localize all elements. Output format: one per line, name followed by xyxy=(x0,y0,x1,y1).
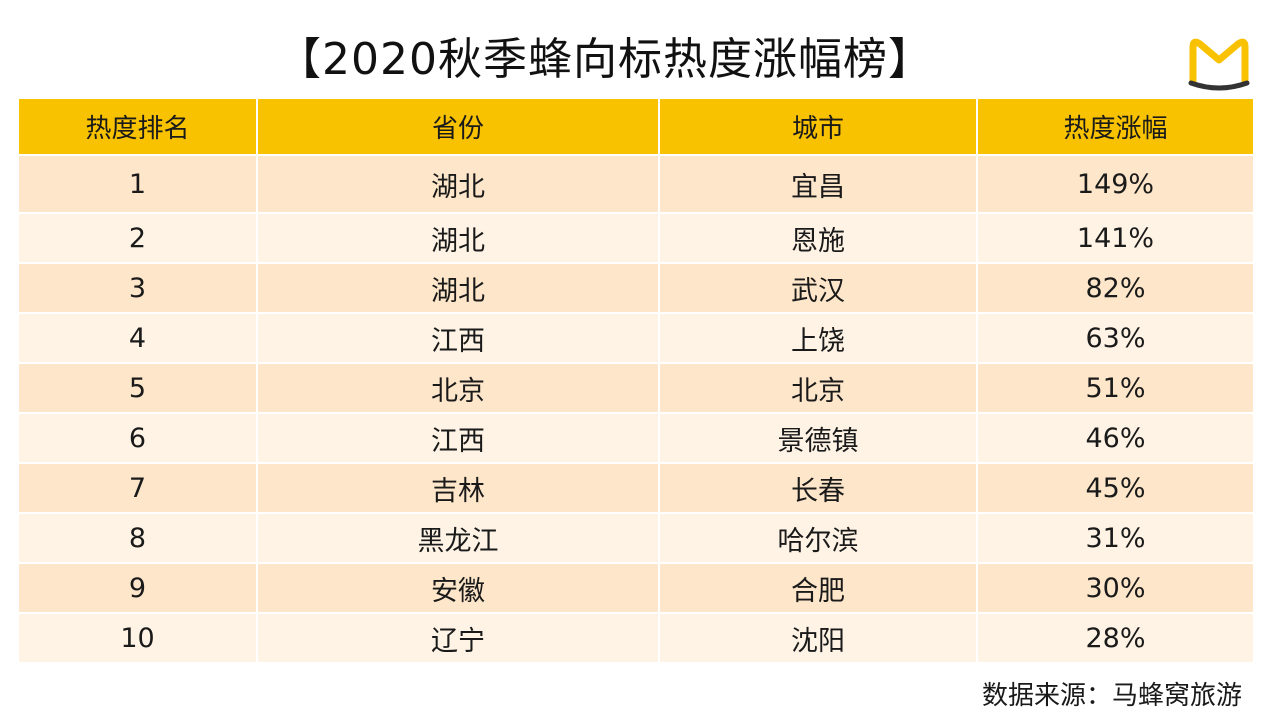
city-cell: 景德镇 xyxy=(660,414,978,464)
rank-cell: 7 xyxy=(19,464,258,514)
column-header: 热度涨幅 xyxy=(978,99,1253,156)
growth-cell: 141% xyxy=(978,214,1253,264)
rank-cell: 1 xyxy=(19,156,258,214)
city-cell: 上饶 xyxy=(660,314,978,364)
province-cell: 湖北 xyxy=(258,264,660,314)
table-row: 4 江西 上饶 63% xyxy=(19,314,1253,364)
growth-cell: 31% xyxy=(978,514,1253,564)
column-header: 省份 xyxy=(258,99,660,156)
table-row: 8 黑龙江 哈尔滨 31% xyxy=(19,514,1253,564)
rank-cell: 8 xyxy=(19,514,258,564)
table-row: 6 江西 景德镇 46% xyxy=(19,414,1253,464)
rank-cell: 4 xyxy=(19,314,258,364)
city-cell: 武汉 xyxy=(660,264,978,314)
logo-m-shape xyxy=(1189,38,1249,85)
page-title: 【2020秋季蜂向标热度涨幅榜】 xyxy=(277,34,933,85)
table-row: 3 湖北 武汉 82% xyxy=(19,264,1253,314)
growth-cell: 51% xyxy=(978,364,1253,414)
rank-cell: 6 xyxy=(19,414,258,464)
city-cell: 沈阳 xyxy=(660,614,978,664)
growth-cell: 46% xyxy=(978,414,1253,464)
province-cell: 江西 xyxy=(258,414,660,464)
province-cell: 辽宁 xyxy=(258,614,660,664)
column-header: 城市 xyxy=(660,99,978,156)
table-row: 1 湖北 宜昌 149% xyxy=(19,156,1253,214)
logo-smile-shape xyxy=(1188,80,1250,91)
province-cell: 安徽 xyxy=(258,564,660,614)
table-row: 10 辽宁 沈阳 28% xyxy=(19,614,1253,664)
ranking-table-container: 热度排名 省份 城市 热度涨幅 1 湖北 宜昌 149% 2 湖北 恩施 141% 3 湖北 武汉 8… xyxy=(19,99,1253,664)
province-cell: 北京 xyxy=(258,364,660,414)
city-cell: 长春 xyxy=(660,464,978,514)
province-cell: 江西 xyxy=(258,314,660,364)
growth-cell: 45% xyxy=(978,464,1253,514)
growth-cell: 149% xyxy=(978,156,1253,214)
city-cell: 恩施 xyxy=(660,214,978,264)
table-row: 7 吉林 长春 45% xyxy=(19,464,1253,514)
table-row: 9 安徽 合肥 30% xyxy=(19,564,1253,614)
growth-cell: 30% xyxy=(978,564,1253,614)
city-cell: 哈尔滨 xyxy=(660,514,978,564)
table-row: 5 北京 北京 51% xyxy=(19,364,1253,414)
growth-cell: 63% xyxy=(978,314,1253,364)
mafengwo-m-logo-icon xyxy=(1188,38,1250,91)
column-header: 热度排名 xyxy=(19,99,258,156)
table-row: 2 湖北 恩施 141% xyxy=(19,214,1253,264)
province-cell: 湖北 xyxy=(258,156,660,214)
city-cell: 宜昌 xyxy=(660,156,978,214)
table-body: 1 湖北 宜昌 149% 2 湖北 恩施 141% 3 湖北 武汉 82% 4 江西 上饶 63% 5 北京 北京 5… xyxy=(19,156,1253,664)
data-source-note: 数据来源：马蜂窝旅游 xyxy=(981,681,1242,711)
province-cell: 黑龙江 xyxy=(258,514,660,564)
city-cell: 北京 xyxy=(660,364,978,414)
growth-cell: 82% xyxy=(978,264,1253,314)
table-header-row: 热度排名 省份 城市 热度涨幅 xyxy=(19,99,1253,156)
growth-cell: 28% xyxy=(978,614,1253,664)
rank-cell: 5 xyxy=(19,364,258,414)
province-cell: 湖北 xyxy=(258,214,660,264)
rank-cell: 3 xyxy=(19,264,258,314)
rank-cell: 10 xyxy=(19,614,258,664)
ranking-table: 热度排名 省份 城市 热度涨幅 1 湖北 宜昌 149% 2 湖北 恩施 141% 3 湖北 武汉 8… xyxy=(19,99,1253,664)
city-cell: 合肥 xyxy=(660,564,978,614)
rank-cell: 9 xyxy=(19,564,258,614)
rank-cell: 2 xyxy=(19,214,258,264)
province-cell: 吉林 xyxy=(258,464,660,514)
